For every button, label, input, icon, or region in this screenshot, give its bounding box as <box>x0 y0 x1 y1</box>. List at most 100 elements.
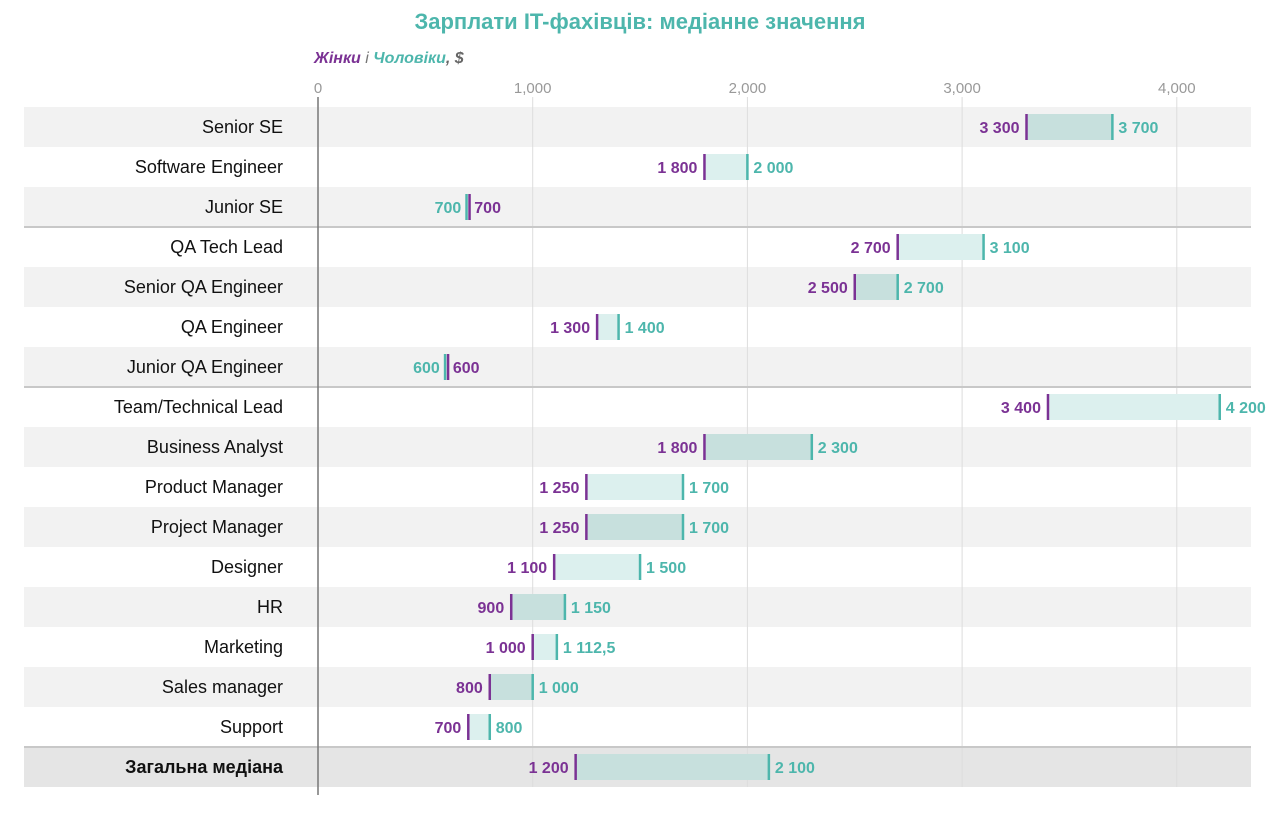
women-value-label: 800 <box>456 680 483 697</box>
women-marker <box>467 714 470 740</box>
men-value-label: 800 <box>496 720 523 737</box>
gap-band <box>704 434 812 460</box>
women-marker <box>446 354 450 380</box>
row-background <box>24 267 1251 307</box>
women-marker <box>703 154 706 180</box>
gap-band <box>1026 114 1113 140</box>
category-label: Software Engineer <box>135 157 283 177</box>
category-label: Marketing <box>204 637 283 657</box>
men-marker <box>896 274 899 300</box>
x-tick-label: 3,000 <box>943 80 981 97</box>
men-marker <box>638 554 642 580</box>
women-value-label: 600 <box>453 360 480 377</box>
gap-band <box>511 594 565 620</box>
category-label: Senior QA Engineer <box>124 277 283 297</box>
men-marker <box>681 474 685 500</box>
women-value-label: 3 300 <box>979 120 1019 137</box>
men-marker <box>1218 394 1221 420</box>
category-label: Загальна медіана <box>125 757 284 777</box>
women-marker <box>1046 394 1050 420</box>
men-marker <box>443 354 447 380</box>
men-value-label: 2 000 <box>753 160 793 177</box>
legend-women: Жінки <box>314 50 361 67</box>
category-label: QA Tech Lead <box>170 237 283 257</box>
women-value-label: 1 800 <box>657 440 697 457</box>
women-value-label: 2 700 <box>851 240 891 257</box>
men-marker <box>465 194 468 220</box>
row-background <box>24 187 1251 227</box>
men-marker <box>555 634 559 660</box>
men-value-label: 700 <box>435 200 462 217</box>
men-marker <box>767 754 771 780</box>
women-value-label: 700 <box>474 200 501 217</box>
men-marker <box>531 674 534 700</box>
category-label: Project Manager <box>151 517 283 537</box>
women-value-label: 1 250 <box>539 520 579 537</box>
legend-men: Чоловіки <box>373 50 446 67</box>
gap-band <box>532 634 557 660</box>
men-value-label: 1 700 <box>689 520 729 537</box>
gap-band <box>897 234 984 260</box>
chart-title: Зарплати IT-фахівців: медіанне значення <box>414 9 866 34</box>
x-tick-label: 2,000 <box>729 80 767 97</box>
men-value-label: 4 200 <box>1226 400 1266 417</box>
category-label: Junior SE <box>205 197 283 217</box>
women-value-label: 1 200 <box>529 760 569 777</box>
category-label: Junior QA Engineer <box>127 357 283 377</box>
women-marker <box>595 314 599 340</box>
men-marker <box>746 154 749 180</box>
men-value-label: 1 500 <box>646 560 686 577</box>
women-value-label: 1 800 <box>657 160 697 177</box>
men-value-label: 1 112,5 <box>563 640 616 657</box>
category-label: Support <box>220 717 283 737</box>
gap-band <box>575 754 769 780</box>
men-value-label: 600 <box>413 360 440 377</box>
category-label: Sales manager <box>162 677 283 697</box>
x-tick-label: 0 <box>314 80 322 97</box>
women-value-label: 900 <box>478 600 505 617</box>
gap-band <box>854 274 898 300</box>
x-tick-label: 1,000 <box>514 80 552 97</box>
women-marker <box>468 194 471 220</box>
women-marker <box>1025 114 1028 140</box>
men-value-label: 2 100 <box>775 760 815 777</box>
gap-band <box>554 554 641 580</box>
women-marker <box>509 594 513 620</box>
women-value-label: 3 400 <box>1001 400 1041 417</box>
women-value-label: 1 100 <box>507 560 547 577</box>
category-label: QA Engineer <box>181 317 283 337</box>
men-value-label: 3 100 <box>990 240 1030 257</box>
women-value-label: 700 <box>435 720 462 737</box>
men-marker <box>617 314 620 340</box>
gap-band <box>468 714 490 740</box>
men-value-label: 2 300 <box>818 440 858 457</box>
men-marker <box>681 514 685 540</box>
gap-band <box>1047 394 1220 420</box>
category-label: Team/Technical Lead <box>114 397 283 417</box>
men-value-label: 3 700 <box>1118 120 1158 137</box>
category-label: Business Analyst <box>147 437 283 457</box>
women-marker <box>531 634 534 660</box>
men-value-label: 1 700 <box>689 480 729 497</box>
women-marker <box>703 434 706 460</box>
x-tick-label: 4,000 <box>1158 80 1196 97</box>
gap-band <box>489 674 533 700</box>
women-marker <box>896 234 899 260</box>
women-marker <box>853 274 856 300</box>
row-background <box>24 347 1251 387</box>
men-value-label: 2 700 <box>904 280 944 297</box>
category-label: Senior SE <box>202 117 283 137</box>
men-marker <box>810 434 814 460</box>
women-value-label: 2 500 <box>808 280 848 297</box>
gap-band <box>597 314 619 340</box>
row-background <box>24 427 1251 467</box>
men-value-label: 1 000 <box>539 680 579 697</box>
category-label: Product Manager <box>145 477 283 497</box>
men-marker <box>563 594 567 620</box>
women-marker <box>585 474 588 500</box>
women-marker <box>488 674 492 700</box>
gap-band <box>704 154 748 180</box>
women-value-label: 1 300 <box>550 320 590 337</box>
category-label: Designer <box>211 557 283 577</box>
